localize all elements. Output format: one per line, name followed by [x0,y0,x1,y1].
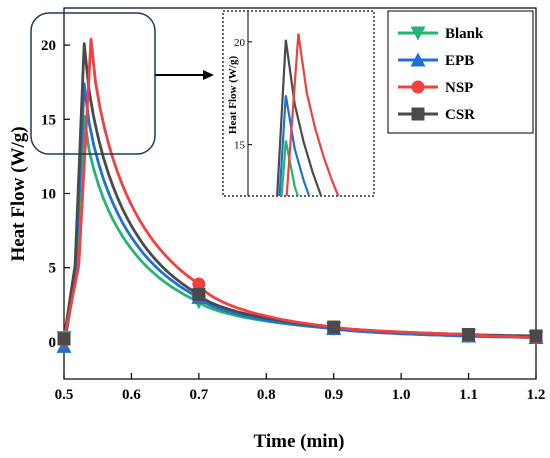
peak-highlight-box [30,12,156,155]
y-tick-label: 20 [41,38,56,54]
inset-line-nsp [285,33,340,196]
y-axis-label: Heat Flow (W/g) [8,126,29,261]
marker-csr [327,320,341,334]
marker-csr [529,329,543,343]
x-tick-label: 1.2 [527,387,546,403]
legend: Blank EPB NSP CSR [387,10,534,134]
y-tick-label: 0 [49,335,57,351]
y-axis-ticks: 0 5 10 15 20 [41,38,70,351]
inset-line-csr [276,39,323,196]
x-tick-label: 0.5 [55,387,74,403]
x-tick-label: 0.9 [324,387,343,403]
x-tick-label: 1.0 [392,387,411,403]
inset-series-lines [276,33,340,196]
inset-y-tick-label: 20 [234,37,246,49]
legend-marker-csr [411,107,425,121]
marker-csr [192,287,206,301]
x-tick-label: 1.1 [459,387,478,403]
zoom-arrow-head [203,70,214,80]
y-tick-label: 15 [41,112,56,128]
legend-label-csr: CSR [445,107,475,123]
legend-marker-blank [410,26,426,41]
inset-y-axis-label: Heat Flow (W/g) [227,56,239,135]
x-tick-label: 0.7 [189,387,208,403]
marker-csr [462,327,476,341]
inset-y-tick-label: 15 [234,140,246,152]
marker-csr [57,332,71,346]
x-tick-label: 0.6 [122,387,141,403]
y-tick-label: 10 [41,187,56,203]
legend-label-nsp: NSP [445,80,473,96]
legend-marker-nsp [411,80,425,94]
legend-label-epb: EPB [445,53,474,69]
inset-line-epb [278,95,311,196]
series-markers [56,277,544,353]
x-tick-label: 0.8 [257,387,276,403]
legend-label-blank: Blank [445,26,484,42]
legend-marker-epb [410,52,426,67]
x-axis-ticks: 0.5 0.6 0.7 0.8 0.9 1.0 1.1 1.2 [55,373,546,403]
marker-nsp [192,277,206,291]
x-axis-label: Time (min) [254,431,345,452]
y-tick-label: 5 [49,261,57,277]
